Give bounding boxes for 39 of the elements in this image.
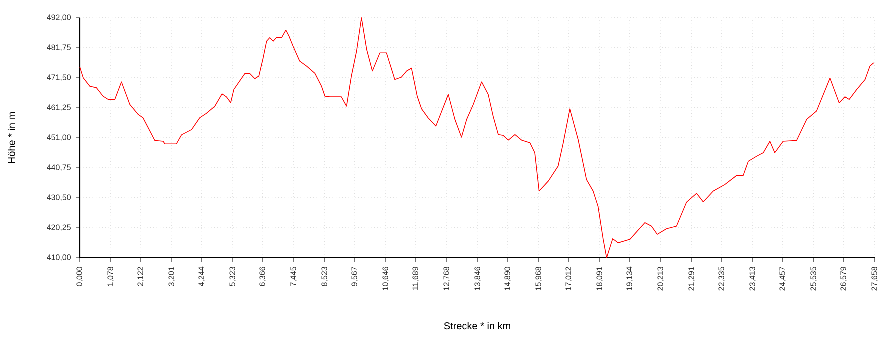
x-tick-label: 9,567 [352,267,358,286]
y-tick-label: 430,50 [47,194,71,202]
x-tick-label: 10,646 [382,267,390,291]
y-tick-label: 492,00 [47,14,71,22]
y-axis-title: Höhe * in m [8,112,16,164]
y-tick-label: 410,00 [47,254,71,262]
x-tick-label: 18,091 [596,267,604,291]
x-tick-label: 2,122 [138,267,144,286]
x-tick-label: 22,335 [718,267,726,291]
x-tick-label: 6,366 [260,267,266,286]
y-tick-label: 481,75 [47,44,71,52]
x-tick-label: 20,213 [658,267,664,291]
y-tick-label: 461,25 [47,104,71,112]
x-tick-label: 19,134 [626,266,634,291]
x-tick-label: 8,523 [322,267,328,286]
x-tick-label: 24,457 [780,267,786,291]
x-axis-title: Strecke * in km [444,322,510,330]
y-tick-label: 451,00 [47,134,71,142]
y-tick-label: 420,25 [47,224,71,232]
x-tick-label: 14,890 [504,267,512,291]
x-tick-label: 26,579 [840,267,848,291]
x-tick-label: 11,689 [412,267,420,290]
x-tick-label: 5,323 [230,267,236,286]
line-series [80,18,874,258]
x-tick-label: 17,012 [566,267,572,291]
x-tick-label: 27,658 [872,267,878,291]
y-tick-label: 471,50 [47,74,71,82]
x-tick-label: 0,000 [76,267,84,286]
x-tick-label: 15,968 [536,267,542,291]
x-tick-label: 1,078 [108,267,114,286]
x-tick-label: 25,535 [810,267,818,291]
x-tick-label: 13,846 [474,267,482,291]
y-tick-label: 440,75 [47,164,71,172]
x-tick-label: 3,201 [168,267,176,286]
x-tick-label: 4,244 [198,266,206,287]
x-tick-label: 7,445 [290,267,298,286]
x-tick-label: 23,413 [750,267,756,291]
x-tick-label: 21,291 [688,267,696,291]
x-tick-label: 12,768 [444,267,450,291]
